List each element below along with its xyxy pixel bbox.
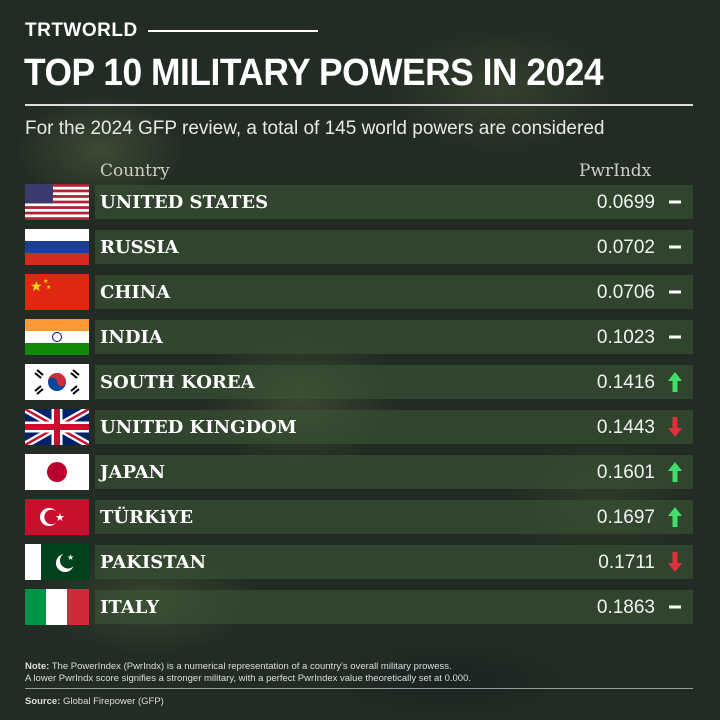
trend-neutral-icon bbox=[667, 191, 683, 213]
page-title: TOP 10 MILITARY POWERS IN 2024 bbox=[24, 52, 604, 94]
pwrindx-value: 0.1711 bbox=[598, 552, 655, 573]
japan-flag-icon bbox=[25, 454, 89, 490]
row-background bbox=[95, 365, 693, 399]
svg-text:★: ★ bbox=[46, 284, 51, 291]
table-row: SOUTH KOREA 0.1416 bbox=[25, 364, 693, 400]
row-background bbox=[95, 410, 693, 444]
column-header-pwrindx: PwrIndx bbox=[579, 161, 652, 181]
trend-neutral-icon bbox=[667, 236, 683, 258]
country-name: JAPAN bbox=[100, 462, 166, 483]
pwrindx-value: 0.1443 bbox=[596, 417, 655, 438]
pwrindx-value: 0.0702 bbox=[596, 237, 655, 258]
svg-text:★: ★ bbox=[43, 278, 48, 285]
trend-up-icon bbox=[667, 461, 683, 483]
country-name: SOUTH KOREA bbox=[100, 372, 255, 393]
subtitle: For the 2024 GFP review, a total of 145 … bbox=[25, 118, 605, 139]
pwrindx-value: 0.0699 bbox=[596, 192, 655, 213]
country-name: TÜRKiYE bbox=[100, 507, 194, 528]
divider bbox=[25, 104, 693, 106]
country-name: UNITED STATES bbox=[100, 192, 269, 213]
us-flag-icon bbox=[25, 184, 89, 220]
row-background bbox=[95, 455, 693, 489]
south-korea-flag-icon bbox=[25, 364, 89, 400]
trend-neutral-icon bbox=[667, 281, 683, 303]
note-label: Note: bbox=[25, 661, 50, 672]
svg-text:★: ★ bbox=[30, 278, 43, 294]
svg-text:★: ★ bbox=[55, 512, 65, 524]
india-flag-icon bbox=[25, 319, 89, 355]
country-name: CHINA bbox=[100, 282, 171, 303]
pwrindx-value: 0.1416 bbox=[596, 372, 655, 393]
country-name: INDIA bbox=[100, 327, 163, 348]
pakistan-flag-icon: ★ bbox=[25, 544, 89, 580]
row-background bbox=[95, 275, 693, 309]
note-text-2: A lower PwrIndx score signifies a strong… bbox=[25, 673, 471, 684]
trend-neutral-icon bbox=[667, 596, 683, 618]
table-row: ★ PAKISTAN 0.1711 bbox=[25, 544, 693, 580]
row-background bbox=[95, 230, 693, 264]
table-row: ★ TÜRKiYE 0.1697 bbox=[25, 499, 693, 535]
trend-up-icon bbox=[667, 506, 683, 528]
country-name: PAKISTAN bbox=[100, 552, 207, 573]
table-row: ★ ★ ★ CHINA 0.0706 bbox=[25, 274, 693, 310]
footnote: Note: The PowerIndex (PwrIndx) is a nume… bbox=[25, 661, 471, 685]
column-header-country: Country bbox=[100, 161, 170, 181]
china-flag-icon: ★ ★ ★ bbox=[25, 274, 89, 310]
note-text: The PowerIndex (PwrIndx) is a numerical … bbox=[49, 661, 452, 672]
table-row: RUSSIA 0.0702 bbox=[25, 229, 693, 265]
table-row: ITALY 0.1863 bbox=[25, 589, 693, 625]
row-background bbox=[95, 590, 693, 624]
trend-down-icon bbox=[667, 416, 683, 438]
pwrindx-value: 0.1697 bbox=[596, 507, 655, 528]
row-background bbox=[95, 500, 693, 534]
trend-neutral-icon bbox=[667, 326, 683, 348]
source-text: Global Firepower (GFP) bbox=[60, 696, 164, 707]
divider bbox=[25, 688, 693, 689]
turkiye-flag-icon: ★ bbox=[25, 499, 89, 535]
trend-up-icon bbox=[667, 371, 683, 393]
brand-logo: TRTWORLD bbox=[25, 20, 138, 41]
source-label: Source: bbox=[25, 696, 61, 707]
row-background bbox=[95, 320, 693, 354]
trend-down-icon bbox=[667, 551, 683, 573]
svg-text:★: ★ bbox=[67, 553, 74, 562]
pwrindx-value: 0.1023 bbox=[596, 327, 655, 348]
italy-flag-icon bbox=[25, 589, 89, 625]
row-background bbox=[95, 545, 693, 579]
russia-flag-icon bbox=[25, 229, 89, 265]
uk-flag-icon bbox=[25, 409, 89, 445]
table-row: UNITED STATES 0.0699 bbox=[25, 184, 693, 220]
divider bbox=[148, 30, 318, 32]
pwrindx-value: 0.1601 bbox=[596, 462, 655, 483]
pwrindx-value: 0.1863 bbox=[596, 597, 655, 618]
table-row: JAPAN 0.1601 bbox=[25, 454, 693, 490]
pwrindx-value: 0.0706 bbox=[596, 282, 655, 303]
country-name: ITALY bbox=[100, 597, 160, 618]
table-row: UNITED KINGDOM 0.1443 bbox=[25, 409, 693, 445]
country-name: RUSSIA bbox=[100, 237, 179, 258]
table-row: INDIA 0.1023 bbox=[25, 319, 693, 355]
source: Source: Global Firepower (GFP) bbox=[25, 696, 164, 707]
row-background bbox=[95, 185, 693, 219]
country-name: UNITED KINGDOM bbox=[100, 417, 297, 438]
